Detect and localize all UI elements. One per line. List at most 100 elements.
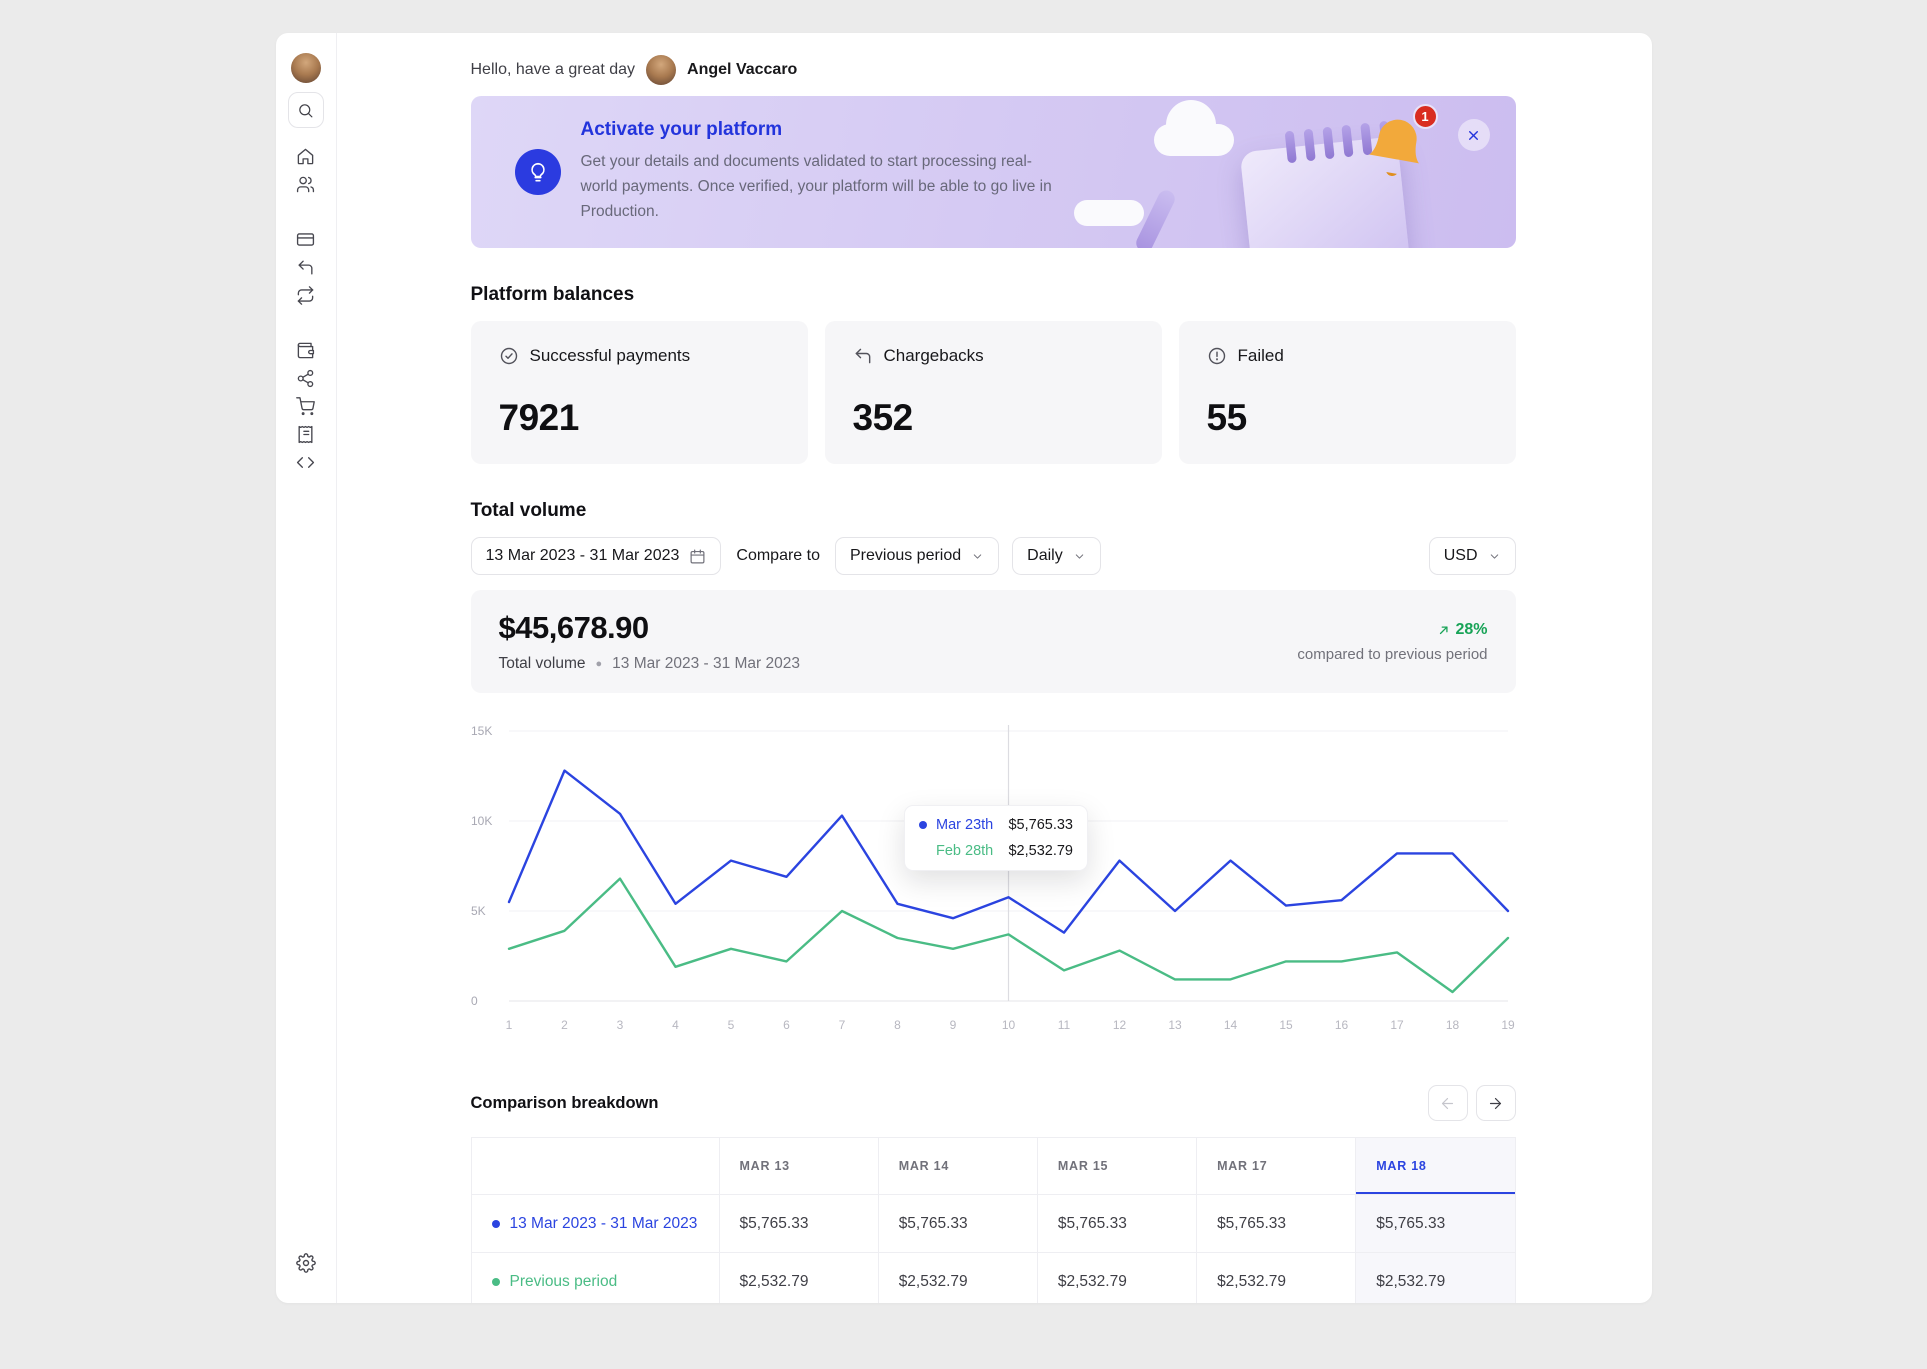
sidebar-item-customers[interactable]: [291, 170, 321, 198]
user-name: Angel Vaccaro: [687, 61, 797, 79]
empty-header-cell: [471, 1138, 719, 1195]
column-header-mar-17[interactable]: MAR 17: [1197, 1138, 1356, 1195]
svg-text:11: 11: [1057, 1018, 1070, 1032]
sidebar-item-transfers[interactable]: [291, 281, 321, 309]
settings-button[interactable]: [291, 1249, 321, 1277]
check-circle-icon: [499, 346, 519, 366]
previous-period-label: Previous period: [492, 1273, 699, 1291]
stat-label: Chargebacks: [884, 346, 984, 366]
svg-text:15: 15: [1279, 1018, 1293, 1032]
value-cell: $2,532.79: [1197, 1253, 1356, 1304]
amount-range: 13 Mar 2023 - 31 Mar 2023: [612, 655, 800, 673]
comparison-table: MAR 13 MAR 14 MAR 15 MAR 17 MAR 18 13 Ma…: [471, 1137, 1516, 1303]
sidebar-item-payments[interactable]: [291, 225, 321, 253]
activation-banner: Activate your platform Get your details …: [471, 96, 1516, 248]
sidebar-item-invoices[interactable]: [291, 420, 321, 448]
column-header-mar-18-active[interactable]: MAR 18: [1356, 1138, 1515, 1195]
table-row-current-period: 13 Mar 2023 - 31 Mar 2023 $5,765.33 $5,7…: [471, 1195, 1515, 1253]
calendar-icon: [689, 548, 706, 565]
volume-chart-svg: 05K10K15K12345678910111213141516171819: [471, 717, 1516, 1039]
currency-dropdown[interactable]: USD: [1429, 537, 1516, 575]
svg-text:4: 4: [672, 1018, 679, 1032]
share-nodes-icon: [296, 369, 315, 388]
svg-text:6: 6: [783, 1018, 790, 1032]
volume-summary-card: $45,678.90 Total volume ● 13 Mar 2023 - …: [471, 590, 1516, 693]
stat-label: Successful payments: [530, 346, 691, 366]
greeting-text: Hello, have a great day: [471, 61, 636, 79]
compare-period-dropdown[interactable]: Previous period: [835, 537, 999, 575]
cloud-shape: [1074, 200, 1144, 226]
platform-balances-title: Platform balances: [471, 284, 1516, 306]
banner-title: Activate your platform: [581, 119, 1061, 141]
series-dot: [919, 821, 927, 829]
svg-text:1: 1: [505, 1018, 512, 1032]
close-icon: [1467, 129, 1480, 142]
svg-text:5K: 5K: [471, 904, 486, 918]
undo-arrow-icon: [853, 346, 873, 366]
value-cell: $5,765.33: [1037, 1195, 1196, 1253]
stat-card-header: Chargebacks: [853, 346, 1134, 366]
sidebar-item-integrations[interactable]: [291, 364, 321, 392]
stat-card-header: Failed: [1207, 346, 1488, 366]
undo-icon: [296, 258, 315, 277]
stat-value: 352: [853, 397, 1134, 439]
sidebar-item-checkout[interactable]: [291, 392, 321, 420]
svg-text:19: 19: [1501, 1018, 1515, 1032]
svg-text:8: 8: [894, 1018, 901, 1032]
tooltip-row: Feb 28th $2,532.79: [919, 843, 1073, 859]
prev-page-button[interactable]: [1428, 1085, 1468, 1121]
sidebar-item-wallet[interactable]: [291, 336, 321, 364]
column-header-mar-15[interactable]: MAR 15: [1037, 1138, 1196, 1195]
row-label-cell: Previous period: [471, 1253, 719, 1304]
amount-label: Total volume: [499, 655, 586, 673]
lightbulb-badge: [515, 149, 561, 195]
banner-text: Activate your platform Get your details …: [581, 119, 1061, 224]
svg-text:18: 18: [1445, 1018, 1459, 1032]
alert-circle-icon: [1207, 346, 1227, 366]
sidebar-item-chargebacks[interactable]: [291, 253, 321, 281]
summary-right: 28% compared to previous period: [1297, 610, 1487, 673]
value-cell: $5,765.33: [878, 1195, 1037, 1253]
svg-text:17: 17: [1390, 1018, 1404, 1032]
receipt-icon: [296, 425, 315, 444]
value-cell: $2,532.79: [1037, 1253, 1196, 1304]
row-label-cell: 13 Mar 2023 - 31 Mar 2023: [471, 1195, 719, 1253]
svg-text:7: 7: [838, 1018, 845, 1032]
close-button[interactable]: [1458, 119, 1490, 151]
sidebar-item-developers[interactable]: [291, 448, 321, 476]
column-header-mar-13[interactable]: MAR 13: [719, 1138, 878, 1195]
svg-text:15K: 15K: [471, 724, 492, 738]
volume-controls: 13 Mar 2023 - 31 Mar 2023 Compare to Pre…: [471, 537, 1516, 575]
page-header: Hello, have a great day Angel Vaccaro: [471, 55, 1516, 85]
search-button[interactable]: [288, 92, 324, 128]
date-range-value: 13 Mar 2023 - 31 Mar 2023: [486, 547, 680, 565]
svg-text:2: 2: [561, 1018, 568, 1032]
stat-label: Failed: [1238, 346, 1284, 366]
sidebar-item-home[interactable]: [291, 142, 321, 170]
comparison-title: Comparison breakdown: [471, 1094, 659, 1113]
date-range-button[interactable]: 13 Mar 2023 - 31 Mar 2023: [471, 537, 722, 575]
sidebar: [276, 33, 337, 1303]
svg-text:10K: 10K: [471, 814, 492, 828]
blue-dot: [492, 1220, 500, 1228]
tooltip-value: $2,532.79: [1008, 843, 1073, 859]
column-header-mar-14[interactable]: MAR 14: [878, 1138, 1037, 1195]
row-label-text: 13 Mar 2023 - 31 Mar 2023: [510, 1215, 698, 1233]
app-window: Hello, have a great day Angel Vaccaro Ac…: [276, 33, 1652, 1303]
delta-note: compared to previous period: [1297, 646, 1487, 663]
credit-card-icon: [296, 230, 315, 249]
sidebar-avatar[interactable]: [291, 53, 321, 83]
dot-separator: ●: [596, 658, 603, 670]
value-cell: $5,765.33: [1356, 1195, 1515, 1253]
granularity-dropdown[interactable]: Daily: [1012, 537, 1101, 575]
row-label-text: Previous period: [510, 1273, 618, 1291]
value-cell: $2,532.79: [1356, 1253, 1515, 1304]
comparison-header: Comparison breakdown: [471, 1085, 1516, 1121]
tooltip-date: Mar 23th: [936, 817, 993, 833]
svg-text:12: 12: [1112, 1018, 1126, 1032]
next-page-button[interactable]: [1476, 1085, 1516, 1121]
total-volume-title: Total volume: [471, 500, 1516, 522]
user-avatar[interactable]: [646, 55, 676, 85]
summary-left: $45,678.90 Total volume ● 13 Mar 2023 - …: [499, 610, 801, 673]
table-row-previous-period: Previous period $2,532.79 $2,532.79 $2,5…: [471, 1253, 1515, 1304]
